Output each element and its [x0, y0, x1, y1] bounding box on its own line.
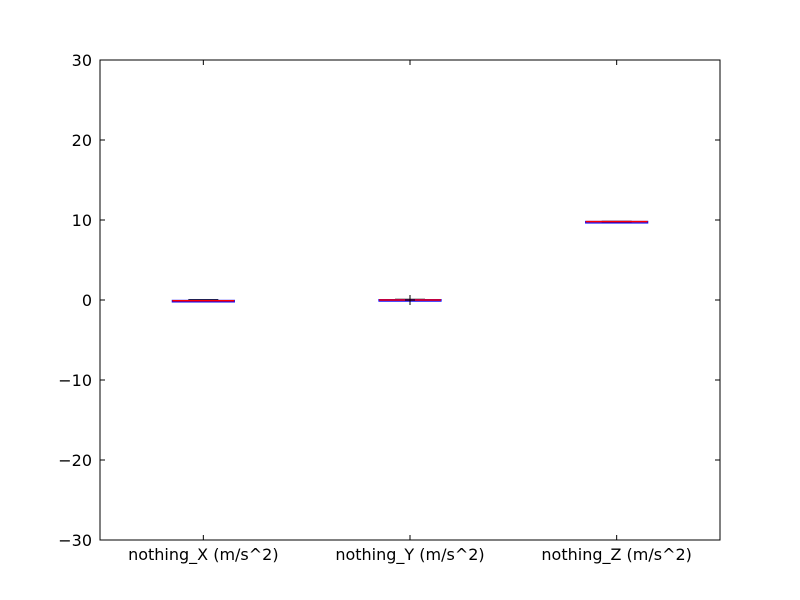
box-group	[378, 295, 442, 305]
y-axis-ticks: −30 −20 −10 0 10 20 30	[58, 51, 720, 550]
outlier-marker	[405, 295, 415, 305]
x-category-label: nothing_X (m/s^2)	[128, 545, 279, 565]
y-tick-label: −20	[58, 451, 92, 470]
plot-frame	[99, 59, 721, 541]
y-tick-label: 20	[72, 131, 92, 150]
x-category-label: nothing_Y (m/s^2)	[335, 545, 484, 565]
y-tick-label: −30	[58, 531, 92, 550]
y-tick-label: 0	[82, 291, 92, 310]
y-tick-label: −10	[58, 371, 92, 390]
y-tick-label: 30	[72, 51, 92, 70]
box-marks	[171, 220, 649, 305]
x-axis-ticks: nothing_X (m/s^2) nothing_Y (m/s^2) nothin…	[128, 60, 692, 565]
x-category-label: nothing_Z (m/s^2)	[541, 545, 692, 565]
box-group	[585, 220, 649, 224]
box-group	[171, 299, 235, 303]
y-tick-label: 10	[72, 211, 92, 230]
